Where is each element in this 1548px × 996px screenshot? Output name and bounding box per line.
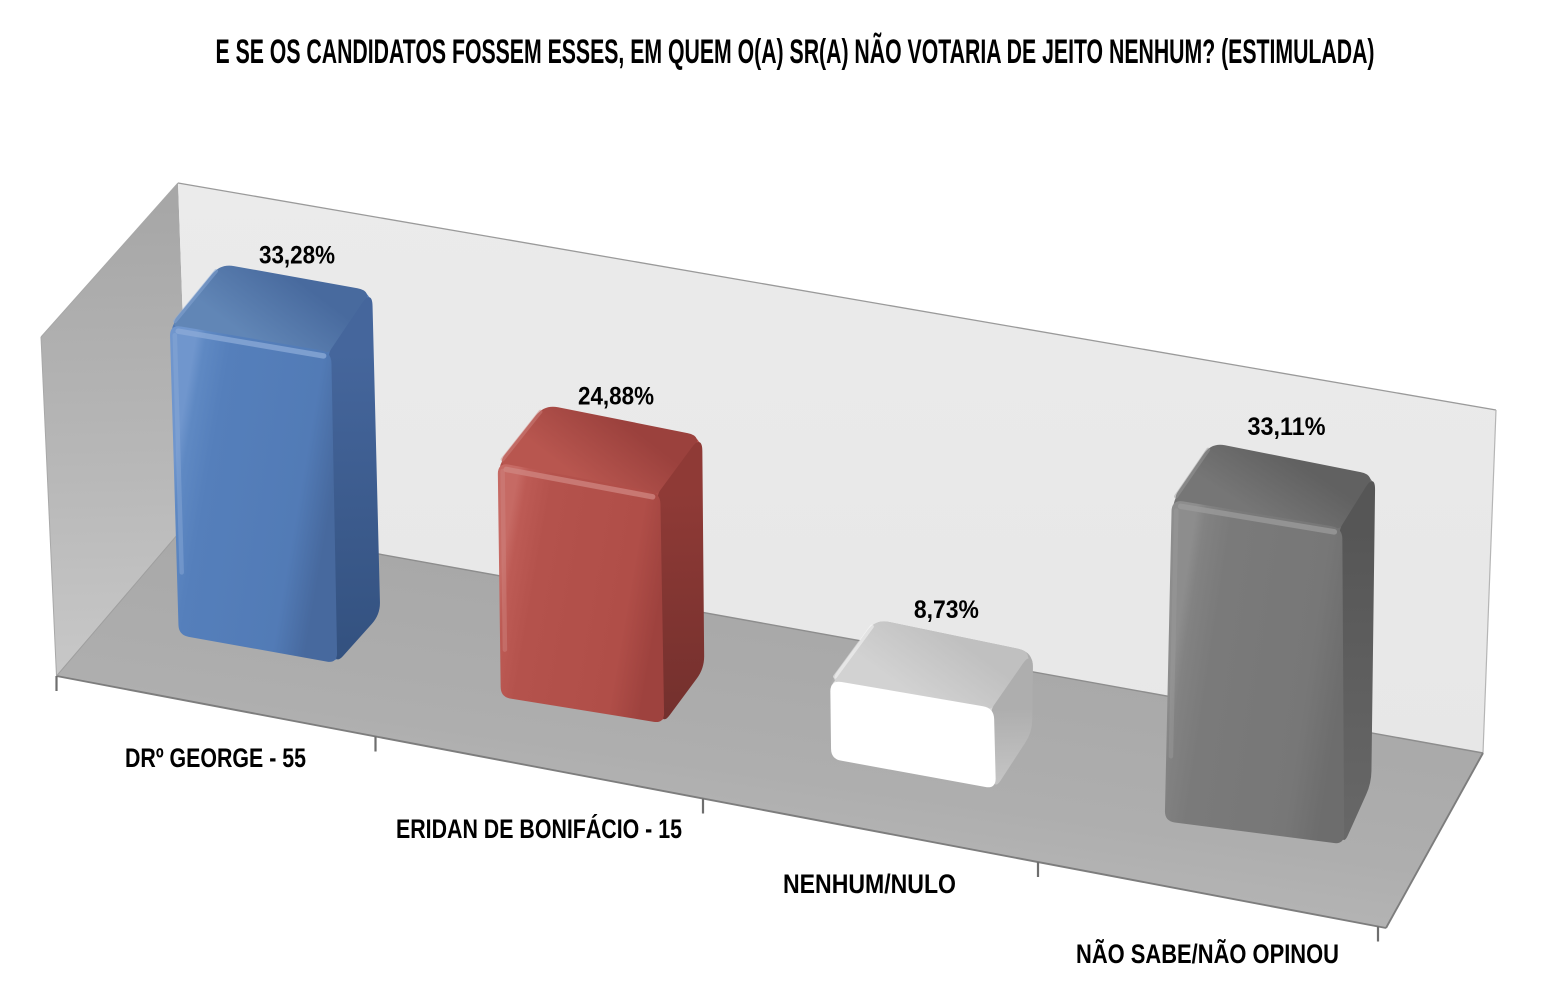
svg-text:NÃO SABE/NÃO OPINOU: NÃO SABE/NÃO OPINOU — [1076, 938, 1339, 969]
svg-text:33,11%: 33,11% — [1248, 413, 1326, 441]
svg-text:8,73%: 8,73% — [914, 596, 979, 624]
svg-text:NENHUM/NULO: NENHUM/NULO — [783, 869, 956, 899]
svg-text:33,28%: 33,28% — [259, 242, 335, 270]
svg-text:ERIDAN DE BONIFÁCIO - 15: ERIDAN DE BONIFÁCIO - 15 — [396, 813, 682, 844]
svg-text:24,88%: 24,88% — [578, 383, 654, 411]
svg-text:E SE OS CANDIDATOS FOSSEM ESSE: E SE OS CANDIDATOS FOSSEM ESSES, EM QUEM… — [216, 33, 1375, 71]
svg-text:DRº GEORGE - 55: DRº GEORGE - 55 — [125, 743, 306, 773]
